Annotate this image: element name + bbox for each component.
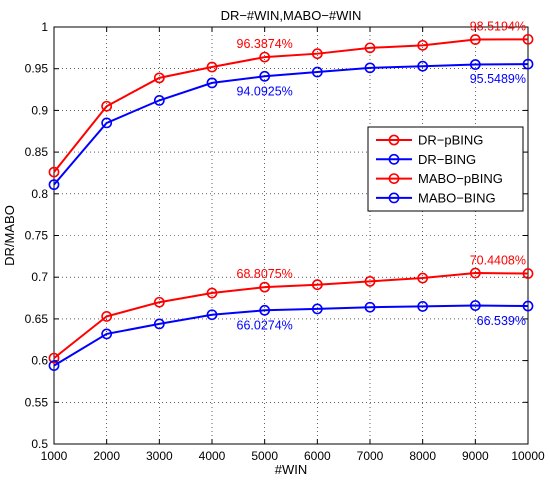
data-point <box>48 166 60 178</box>
data-point <box>259 281 271 293</box>
x-tick-label: 7000 <box>357 449 384 463</box>
x-tick-label: 4000 <box>199 449 226 463</box>
legend: DR−pBING DR−BING MABO−pBING MABO−BING <box>367 126 524 212</box>
legend-label: DR−pBING <box>418 133 483 148</box>
data-point <box>48 360 60 372</box>
data-point <box>311 303 323 315</box>
data-point <box>311 279 323 291</box>
data-point <box>364 275 376 287</box>
data-label: 96.3874% <box>237 37 293 51</box>
data-label: 95.5489% <box>470 72 526 86</box>
data-point <box>153 94 165 106</box>
data-point <box>101 310 113 322</box>
series-3 <box>48 267 534 364</box>
y-tick-label: 0.75 <box>25 229 49 243</box>
data-point <box>101 117 113 129</box>
series-line <box>53 272 529 359</box>
data-label: 98.5194% <box>470 19 526 33</box>
axis-ticks: 1000 2000 3000 4000 5000 6000 7000 8000 9000 1000… <box>25 20 545 463</box>
data-point <box>522 58 534 70</box>
y-tick-label: 0.9 <box>31 103 48 117</box>
data-point <box>206 287 218 299</box>
data-point <box>417 60 429 72</box>
x-tick-label: 2000 <box>93 449 120 463</box>
data-point <box>522 33 534 45</box>
data-point <box>364 62 376 74</box>
data-point <box>206 77 218 89</box>
data-label: 94.0925% <box>237 84 293 98</box>
series-line <box>53 38 529 173</box>
data-point <box>259 70 271 82</box>
data-point <box>469 59 481 70</box>
series-1 <box>48 33 534 178</box>
series-group <box>48 33 534 372</box>
y-tick-label: 0.95 <box>25 62 49 76</box>
data-label: 66.0274% <box>237 318 293 332</box>
data-point <box>259 51 271 63</box>
legend-marker <box>388 134 400 146</box>
data-label: 68.8075% <box>237 267 293 281</box>
data-point <box>206 309 218 321</box>
y-tick-label: 0.8 <box>31 187 48 201</box>
data-point <box>153 72 165 84</box>
legend-label: MABO−BING <box>418 190 496 205</box>
data-point <box>48 179 60 191</box>
legend-marker <box>388 153 400 165</box>
x-tick-label: 6000 <box>304 449 331 463</box>
series-4 <box>48 300 534 372</box>
grid <box>54 27 528 444</box>
chart-title: DR−#WIN,MABO−#WIN <box>221 8 362 23</box>
y-tick-label: 0.85 <box>25 145 49 159</box>
data-point <box>417 272 429 284</box>
y-tick-label: 0.55 <box>25 395 49 409</box>
y-tick-label: 0.7 <box>31 270 48 284</box>
y-tick-label: 1 <box>41 20 48 34</box>
series-2 <box>48 58 534 191</box>
data-point <box>417 300 429 312</box>
data-point <box>101 100 113 112</box>
data-point <box>101 328 113 340</box>
series-line <box>53 304 529 367</box>
legend-label: MABO−pBING <box>418 171 503 186</box>
x-tick-label: 3000 <box>146 449 173 463</box>
series-line <box>53 63 529 186</box>
legend-marker <box>388 192 400 204</box>
data-point <box>311 66 323 78</box>
data-point <box>522 268 534 279</box>
data-point <box>364 42 376 54</box>
x-axis-label: #WIN <box>275 462 308 477</box>
data-point <box>469 34 481 45</box>
legend-label: DR−BING <box>418 152 476 167</box>
data-point <box>153 296 165 308</box>
data-point <box>206 61 218 73</box>
annotations: 96.3874% 98.5194% 94.0925% 95.5489% 68.8075%… <box>237 19 526 332</box>
data-point <box>469 300 481 311</box>
data-point <box>153 318 165 330</box>
data-point <box>48 352 60 364</box>
data-point <box>522 300 534 312</box>
data-point <box>417 39 429 51</box>
legend-marker <box>388 173 400 184</box>
y-axis-label: DR/MABO <box>2 205 17 266</box>
y-tick-label: 0.65 <box>25 312 49 326</box>
data-point <box>364 301 376 313</box>
x-tick-label: 1000 <box>41 449 68 463</box>
data-point <box>311 48 323 60</box>
y-tick-label: 0.6 <box>31 354 48 368</box>
data-point <box>259 304 271 316</box>
x-tick-label: 5000 <box>251 449 278 463</box>
data-label: 70.4408% <box>470 254 526 268</box>
data-point <box>469 267 481 279</box>
x-tick-label: 10000 <box>511 449 545 463</box>
x-tick-label: 8000 <box>409 449 436 463</box>
x-tick-label: 9000 <box>462 449 489 463</box>
data-label: 66.539% <box>477 314 526 328</box>
y-tick-label: 0.5 <box>31 437 48 451</box>
